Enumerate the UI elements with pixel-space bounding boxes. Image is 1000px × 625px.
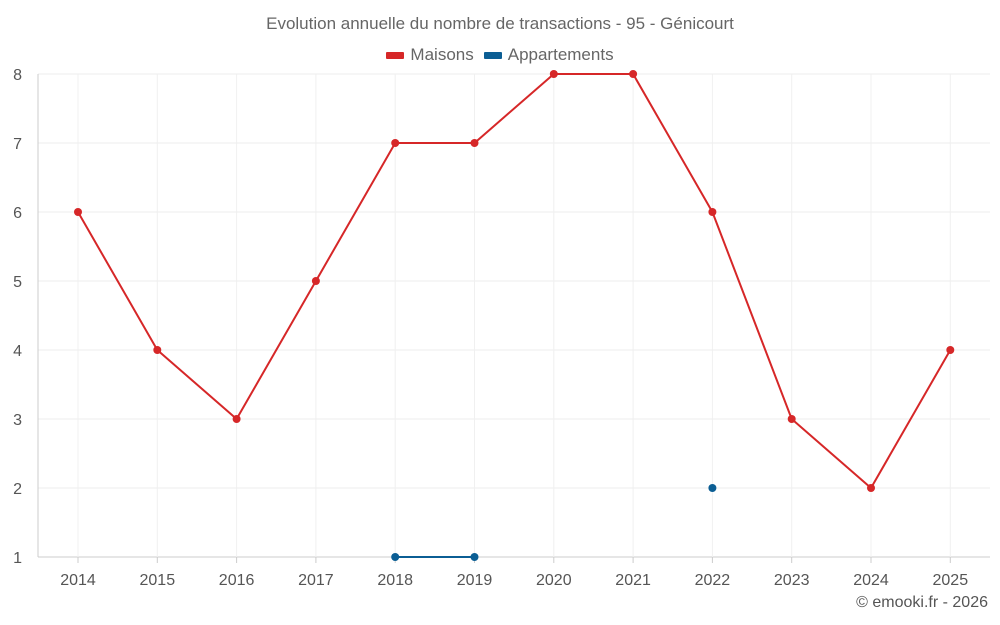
x-tick-label-2024: 2024	[853, 572, 889, 589]
data-point-appartements-2019	[470, 553, 479, 561]
data-point-maisons-2025	[946, 346, 955, 354]
credit-text: © emooki.fr - 2026	[856, 594, 988, 611]
legend-swatch-maisons	[386, 51, 405, 59]
series-line-maisons-2024	[870, 349, 952, 489]
x-tick-label-2014: 2014	[60, 572, 96, 589]
series-line-maisons-2023	[790, 418, 872, 489]
data-point-maisons-2015	[153, 346, 162, 354]
data-point-maisons-2023	[787, 415, 796, 423]
data-point-maisons-2018	[391, 139, 400, 147]
x-tick-label-2022: 2022	[695, 572, 731, 589]
legend-label-appartements: Appartements	[507, 45, 614, 64]
data-point-maisons-2021	[629, 70, 638, 78]
y-tick-label-6: 6	[13, 205, 22, 222]
x-tick-label-2018: 2018	[377, 572, 413, 589]
data-point-appartements-2018	[391, 553, 400, 561]
legend: Maisons Appartements	[0, 45, 1000, 65]
legend-item-maisons[interactable]: Maisons	[386, 45, 474, 65]
x-tick-label-2016: 2016	[219, 572, 255, 589]
data-point-maisons-2024	[867, 484, 875, 492]
data-point-appartements-2022	[708, 484, 717, 492]
series-line-maisons-2022	[711, 211, 793, 420]
series-line-maisons-2017	[314, 142, 397, 282]
y-tick-label-5: 5	[13, 274, 22, 291]
series-line-maisons-2014	[77, 211, 159, 351]
y-tick-label-7: 7	[13, 136, 22, 153]
series-line-maisons-2016	[235, 280, 317, 420]
legend-label-maisons: Maisons	[410, 45, 474, 64]
x-tick-label-2017: 2017	[298, 572, 334, 589]
y-tick-label-3: 3	[13, 412, 22, 429]
y-tick-label-2: 2	[13, 481, 22, 498]
data-point-maisons-2017	[311, 277, 320, 285]
data-point-maisons-2016	[232, 415, 241, 423]
data-point-maisons-2014	[74, 208, 82, 216]
y-tick-label-8: 8	[13, 67, 22, 84]
x-tick-label-2020: 2020	[536, 572, 572, 589]
x-tick-label-2015: 2015	[140, 572, 176, 589]
legend-swatch-appartements	[483, 51, 502, 59]
y-tick-label-4: 4	[13, 343, 22, 360]
y-tick-label-1: 1	[13, 550, 22, 567]
data-point-maisons-2020	[549, 70, 558, 78]
x-tick-label-2025: 2025	[933, 572, 969, 589]
x-tick-label-2021: 2021	[615, 572, 651, 589]
data-point-maisons-2019	[470, 139, 479, 147]
chart-title: Evolution annuelle du nombre de transact…	[266, 14, 734, 33]
legend-item-appartements[interactable]: Appartements	[483, 45, 614, 65]
x-tick-label-2019: 2019	[457, 572, 493, 589]
x-tick-label-2023: 2023	[774, 572, 810, 589]
data-point-maisons-2022	[708, 208, 717, 216]
series-line-maisons-2019	[473, 73, 555, 144]
series-line-maisons-2021	[632, 73, 714, 213]
series-line-maisons-2015	[156, 349, 238, 420]
